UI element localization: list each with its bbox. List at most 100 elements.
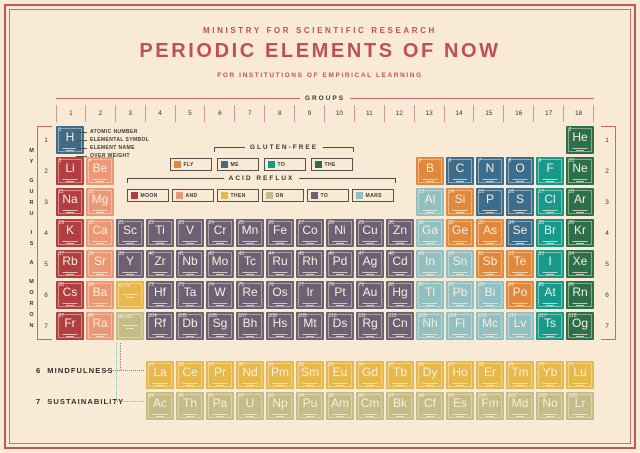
element-cell: 25 Mn (236, 219, 264, 247)
atomic-number: 57 (148, 361, 155, 368)
element-weight-fineprint (576, 243, 584, 244)
element-symbol: Li (65, 161, 75, 175)
element-symbol: Be (92, 161, 108, 175)
legend-chip-label: MOON (140, 192, 158, 199)
element-cell: 106 Sg (206, 312, 234, 340)
element-symbol: Ac (152, 396, 167, 410)
atomic-number: 103 (568, 392, 577, 399)
element-weight-fineprint (516, 305, 524, 306)
element-symbol: Cn (392, 316, 408, 330)
atomic-number: 64 (358, 361, 365, 368)
group-number: 6 (205, 105, 236, 122)
group-numbers-row: 1 2 3 4 5 6 7 8 9 10 11 12 13 14 15 16 17 18 (56, 105, 594, 122)
element-symbol: At (544, 285, 556, 299)
element-symbol: Lr (574, 396, 586, 410)
joke-letter: M (29, 148, 34, 154)
element-name-fineprint (332, 413, 348, 415)
atomic-number: 100 (478, 392, 487, 399)
anatomy-label: OVER WEIGHT (90, 153, 130, 159)
atomic-number: 95 (328, 392, 335, 399)
element-symbol: Fr (64, 316, 76, 330)
element-name-fineprint (362, 413, 378, 415)
element-name-fineprint (332, 271, 348, 273)
element-cell: 116 Lv (506, 312, 534, 340)
element-symbol: Kr (574, 223, 586, 237)
element-symbol: Th (182, 396, 197, 410)
element-name-fineprint (272, 333, 288, 335)
element-cell: 38 Sr (86, 250, 114, 278)
element-name-fineprint (92, 178, 108, 180)
element-weight-fineprint (336, 416, 344, 417)
element-symbol: La (153, 365, 167, 379)
legend-chip-label: AND (185, 192, 198, 199)
element-symbol: I (548, 254, 552, 268)
element-cell: 21 Sc (116, 219, 144, 247)
atomic-number: 29 (358, 219, 365, 226)
atomic-number: 51 (478, 250, 485, 257)
element-weight-fineprint (576, 150, 584, 151)
element-weight-fineprint (306, 274, 314, 275)
element-weight-fineprint (516, 181, 524, 182)
legend-chip: ME (217, 158, 259, 171)
element-weight-fineprint (96, 181, 104, 182)
element-name-fineprint (182, 302, 198, 304)
period-number: 7 (605, 322, 609, 330)
category-swatch (220, 192, 228, 199)
element-weight-fineprint (396, 274, 404, 275)
element-symbol: Sb (482, 254, 498, 268)
joke-letter: S (29, 241, 34, 247)
element-cell: 95 Am (326, 392, 354, 420)
element-weight-fineprint (336, 305, 344, 306)
atomic-number: 102 (538, 392, 547, 399)
element-symbol: Cm (360, 396, 380, 410)
group-number: 2 (86, 105, 116, 122)
element-cell: 56 Ba (86, 281, 114, 309)
atomic-number: 2 (568, 126, 572, 133)
element-name-fineprint (542, 209, 558, 211)
element-cell: 99 Es (446, 392, 474, 420)
element-cell: 88 Ra (86, 312, 114, 340)
element-cell: 14 Si (446, 188, 474, 216)
atomic-number: 98 (418, 392, 425, 399)
element-name-fineprint (182, 413, 198, 415)
element-cell: 34 Se (506, 219, 534, 247)
legend-chip: TO (307, 189, 349, 202)
element-weight-fineprint (336, 385, 344, 386)
category-swatch (265, 192, 273, 199)
element-cell: 96 Cm (356, 392, 384, 420)
element-cell: 59 Pr (206, 361, 234, 389)
atomic-number: 53 (538, 250, 545, 257)
element-weight-fineprint (156, 243, 164, 244)
element-cell: 44 Ru (266, 250, 294, 278)
element-name-fineprint (92, 240, 108, 242)
element-name-fineprint (482, 302, 498, 304)
atomic-number: 40 (148, 250, 155, 257)
element-symbol: Dy (422, 365, 438, 379)
element-symbol: Cl (544, 192, 556, 206)
element-symbol: Fe (272, 223, 287, 237)
element-weight-fineprint (156, 336, 164, 337)
groups-label: GROUPS (304, 95, 346, 102)
page-title: PERIODIC ELEMENTS OF NOW (139, 40, 501, 62)
atomic-number: 56 (88, 281, 95, 288)
element-name-fineprint (362, 382, 378, 384)
atomic-number: 87 (58, 312, 65, 319)
element-symbol: P (485, 192, 494, 206)
element-name-fineprint (212, 333, 228, 335)
element-weight-fineprint (576, 336, 584, 337)
element-symbol: Na (62, 192, 78, 206)
joke-letter: R (29, 301, 34, 307)
atomic-number: 60 (238, 361, 245, 368)
joke-letter: O (29, 290, 34, 296)
element-symbol: Ne (572, 161, 588, 175)
element-name-fineprint (572, 382, 588, 384)
group-number: 14 (445, 105, 475, 122)
element-weight-fineprint (96, 212, 104, 213)
element-name-fineprint (272, 382, 288, 384)
atomic-number: 111 (358, 312, 367, 319)
element-cell: 75 Re (236, 281, 264, 309)
element-weight-fineprint (366, 385, 374, 386)
